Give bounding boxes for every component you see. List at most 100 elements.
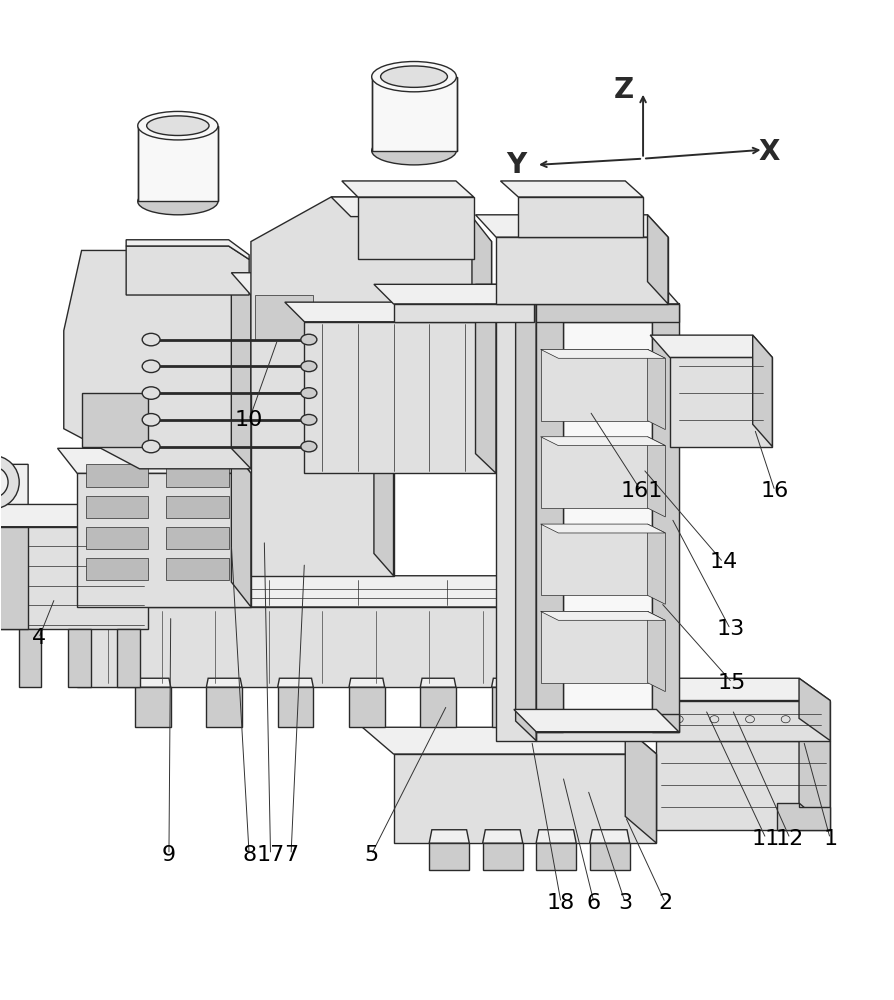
Text: 10: 10 — [235, 410, 264, 430]
Polygon shape — [514, 279, 679, 304]
Polygon shape — [541, 524, 647, 595]
Text: 12: 12 — [776, 829, 805, 849]
Polygon shape — [647, 349, 665, 430]
Text: 3: 3 — [618, 893, 632, 913]
Ellipse shape — [301, 388, 316, 398]
Polygon shape — [232, 448, 251, 607]
Polygon shape — [777, 803, 831, 830]
Ellipse shape — [138, 111, 218, 140]
Polygon shape — [476, 302, 496, 473]
Polygon shape — [393, 304, 535, 322]
Polygon shape — [753, 335, 772, 447]
Polygon shape — [81, 393, 148, 447]
Polygon shape — [19, 629, 41, 687]
Polygon shape — [536, 830, 577, 843]
Polygon shape — [342, 181, 474, 197]
Text: 8: 8 — [242, 845, 257, 865]
Polygon shape — [232, 268, 251, 469]
Polygon shape — [166, 527, 229, 549]
Polygon shape — [670, 357, 772, 447]
Polygon shape — [374, 273, 393, 576]
Polygon shape — [476, 215, 668, 237]
Ellipse shape — [301, 441, 316, 452]
Ellipse shape — [603, 716, 611, 723]
Polygon shape — [492, 687, 527, 727]
Polygon shape — [251, 197, 492, 393]
Polygon shape — [0, 504, 148, 527]
Text: 1: 1 — [823, 829, 838, 849]
Polygon shape — [483, 843, 523, 870]
Polygon shape — [278, 678, 313, 687]
Text: X: X — [759, 138, 780, 166]
Ellipse shape — [710, 716, 719, 723]
Polygon shape — [126, 246, 249, 295]
Polygon shape — [799, 678, 831, 741]
Polygon shape — [536, 843, 577, 870]
Ellipse shape — [372, 62, 456, 92]
Polygon shape — [472, 217, 492, 393]
Polygon shape — [420, 678, 456, 687]
Text: 13: 13 — [716, 619, 745, 639]
Text: 7: 7 — [284, 845, 298, 865]
Polygon shape — [625, 576, 656, 687]
Polygon shape — [77, 473, 251, 607]
Polygon shape — [207, 678, 242, 687]
Ellipse shape — [0, 467, 8, 498]
Text: 161: 161 — [620, 481, 662, 501]
Polygon shape — [647, 437, 665, 517]
Ellipse shape — [381, 66, 447, 87]
Polygon shape — [496, 304, 536, 741]
Polygon shape — [44, 576, 656, 607]
Polygon shape — [68, 629, 90, 687]
Polygon shape — [86, 496, 148, 518]
Polygon shape — [536, 304, 679, 732]
Text: Z: Z — [613, 76, 634, 104]
Polygon shape — [496, 237, 668, 304]
Polygon shape — [256, 295, 313, 340]
Ellipse shape — [568, 716, 577, 723]
Polygon shape — [374, 284, 535, 304]
Text: 2: 2 — [658, 893, 672, 913]
Polygon shape — [63, 250, 251, 469]
Polygon shape — [799, 714, 831, 830]
Polygon shape — [393, 754, 656, 843]
Polygon shape — [647, 524, 665, 604]
Ellipse shape — [138, 188, 218, 215]
Polygon shape — [135, 687, 171, 727]
Polygon shape — [541, 611, 665, 620]
Ellipse shape — [781, 716, 790, 723]
Polygon shape — [647, 611, 665, 692]
Polygon shape — [304, 322, 496, 473]
Polygon shape — [541, 437, 647, 508]
Polygon shape — [536, 304, 679, 322]
Polygon shape — [541, 349, 665, 358]
Ellipse shape — [674, 716, 683, 723]
Text: 5: 5 — [364, 845, 378, 865]
Text: 18: 18 — [547, 893, 575, 913]
Polygon shape — [372, 77, 457, 151]
Polygon shape — [117, 629, 139, 687]
Polygon shape — [492, 678, 527, 687]
Polygon shape — [541, 611, 647, 683]
Ellipse shape — [372, 136, 456, 165]
Polygon shape — [166, 558, 229, 580]
Text: 17: 17 — [257, 845, 284, 865]
Polygon shape — [563, 687, 598, 727]
Polygon shape — [138, 126, 218, 201]
Ellipse shape — [301, 334, 316, 345]
Ellipse shape — [147, 116, 209, 135]
Polygon shape — [166, 464, 229, 487]
Polygon shape — [331, 197, 472, 217]
Polygon shape — [349, 678, 384, 687]
Polygon shape — [536, 714, 679, 732]
Ellipse shape — [638, 716, 647, 723]
Ellipse shape — [301, 414, 316, 425]
Polygon shape — [86, 558, 148, 580]
Text: Y: Y — [506, 151, 527, 179]
Polygon shape — [0, 447, 28, 527]
Polygon shape — [349, 687, 384, 727]
Polygon shape — [358, 197, 474, 259]
Ellipse shape — [301, 361, 316, 372]
Polygon shape — [86, 527, 148, 549]
Text: 11: 11 — [752, 829, 780, 849]
